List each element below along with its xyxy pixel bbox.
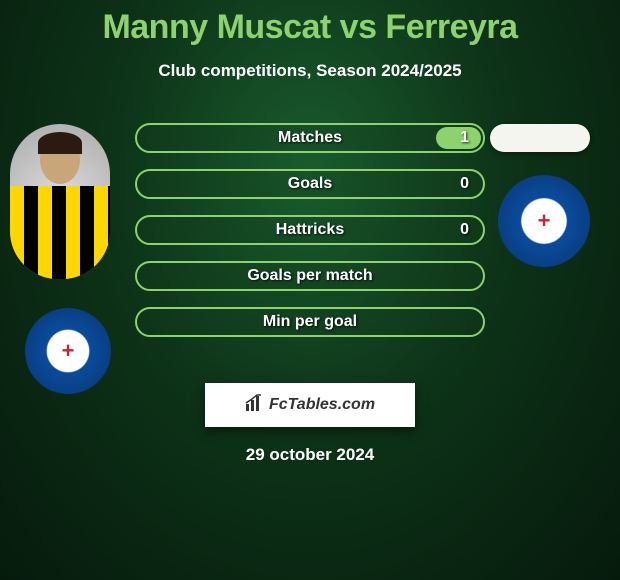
comparison-title: Manny Muscat vs Ferreyra <box>0 0 620 47</box>
stats-area: Matches 1 Goals 0 Hattricks 0 Goals per match M… <box>0 123 620 353</box>
stat-label: Goals <box>288 175 332 193</box>
stat-value-right: 0 <box>460 175 469 193</box>
stat-bar-fill <box>436 127 481 149</box>
stat-bars: Matches 1 Goals 0 Hattricks 0 Goals per match M… <box>135 123 485 353</box>
stat-bar: Hattricks 0 <box>135 215 485 245</box>
stat-label: Goals per match <box>247 267 372 285</box>
brand-box: FcTables.com <box>205 383 415 427</box>
stat-bar: Min per goal <box>135 307 485 337</box>
stat-value-right: 0 <box>460 221 469 239</box>
infographic-container: Manny Muscat vs Ferreyra Club competitio… <box>0 0 620 580</box>
date-label: 29 october 2024 <box>0 445 620 465</box>
stat-bar: Goals per match <box>135 261 485 291</box>
chart-icon <box>245 394 263 417</box>
brand-label: FcTables.com <box>269 396 375 414</box>
stat-value-right: 1 <box>460 129 469 147</box>
stat-bar: Goals 0 <box>135 169 485 199</box>
stat-label: Matches <box>278 129 342 147</box>
stat-bar: Matches 1 <box>135 123 485 153</box>
stat-label: Hattricks <box>276 221 344 239</box>
stat-label: Min per goal <box>263 313 357 331</box>
season-subtitle: Club competitions, Season 2024/2025 <box>0 61 620 81</box>
